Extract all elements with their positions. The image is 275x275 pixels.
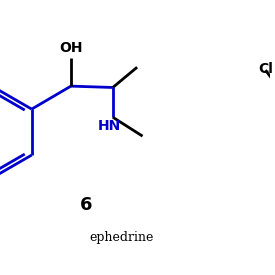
Text: OH: OH xyxy=(59,40,83,54)
Text: 6: 6 xyxy=(80,196,93,214)
Text: Cl: Cl xyxy=(258,62,273,76)
Text: ephedrine: ephedrine xyxy=(89,231,154,244)
Text: HN: HN xyxy=(98,119,121,133)
